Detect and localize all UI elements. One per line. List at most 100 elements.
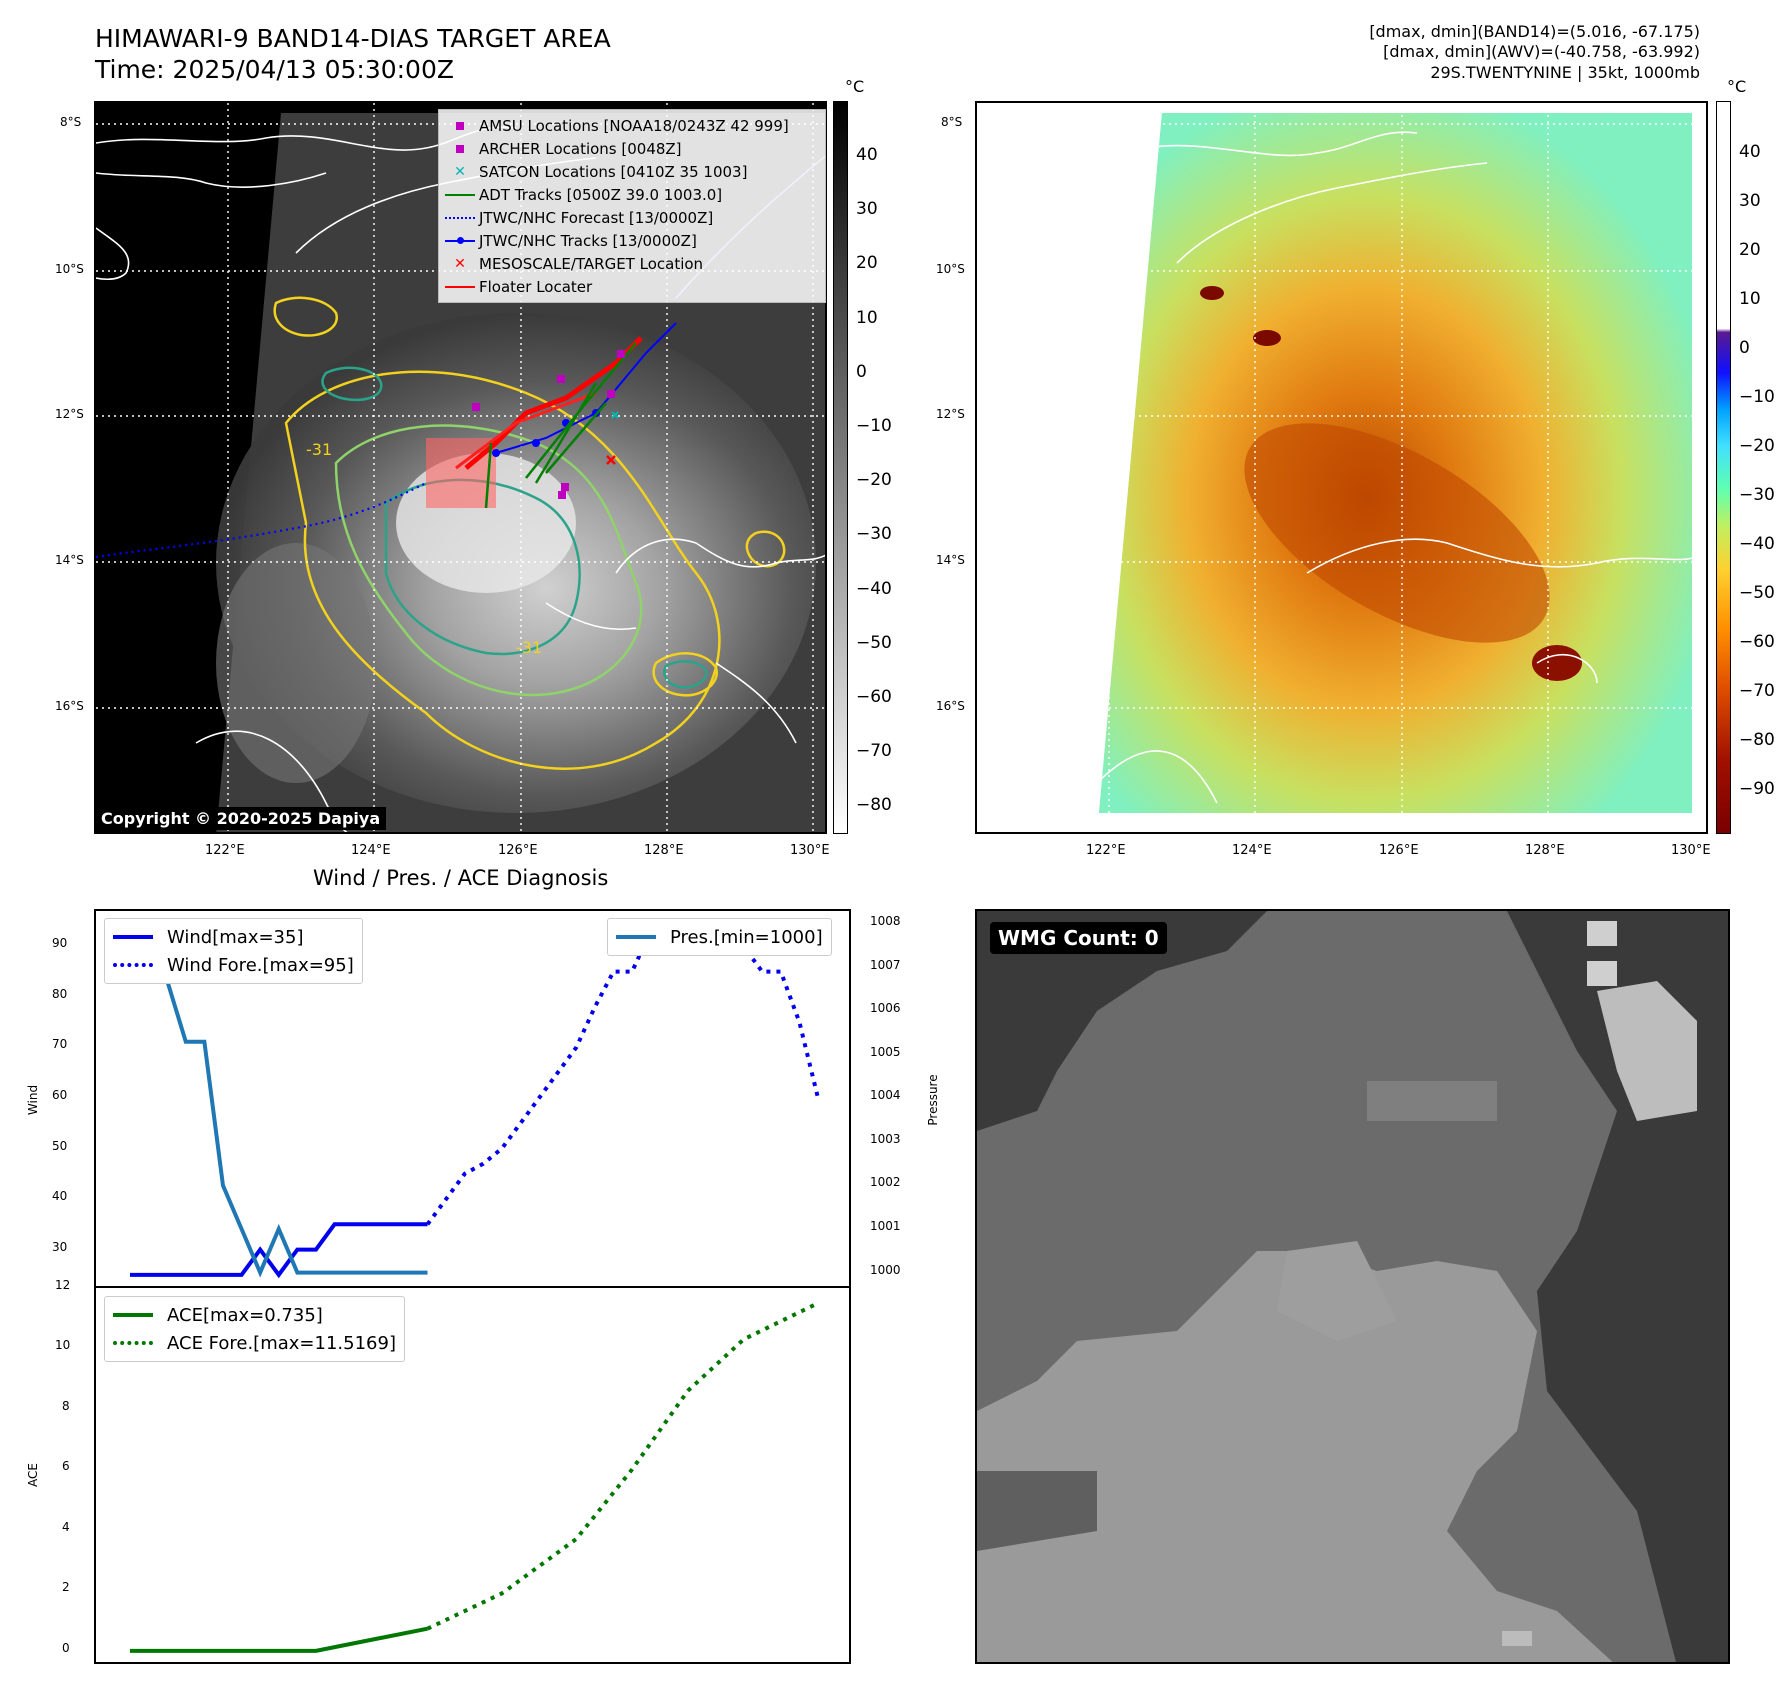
awv-colorbar-tick: −30 — [1739, 485, 1775, 505]
wind-ytick: 60 — [52, 1087, 68, 1102]
wind-ytick: 50 — [52, 1138, 68, 1153]
lat-label: 14°S — [936, 553, 965, 567]
awv-colorbar-unit: °C — [1727, 77, 1747, 96]
lon-label: 122°E — [205, 843, 245, 858]
legend-item-target: ✕ MESOSCALE/TARGET Location — [454, 254, 704, 273]
awv-colorbar-tick: −10 — [1739, 387, 1775, 407]
ace-ytick: 10 — [55, 1338, 71, 1353]
ir-colorbar-tick: −30 — [856, 524, 892, 545]
info-band14: [dmax, dmin](BAND14)=(5.016, -67.175) — [1369, 22, 1700, 41]
green-line-icon — [445, 193, 475, 196]
wind-ytick: 70 — [52, 1037, 68, 1052]
magenta-square-icon — [456, 144, 464, 153]
wind-ytick: 30 — [52, 1239, 68, 1254]
legend-item-ace-forecast: ACE Fore.[max=11.5169] — [113, 1329, 396, 1357]
chart-title: Wind / Pres. / ACE Diagnosis — [313, 866, 609, 890]
blue-dotted-line-icon — [445, 216, 475, 219]
contour-label: -31 — [306, 440, 332, 459]
lat-label: 16°S — [936, 699, 965, 713]
lon-label: 126°E — [1379, 843, 1419, 858]
wind-pressure-plot — [128, 919, 820, 1279]
lon-label: 126°E — [498, 843, 538, 858]
ir-colorbar — [833, 101, 848, 834]
magenta-square-icon — [456, 121, 464, 130]
lon-label: 128°E — [644, 843, 684, 858]
legend-item-satcon: ✕ SATCON Locations [0410Z 35 1003] — [454, 162, 748, 181]
page-title: HIMAWARI-9 BAND14-DIAS TARGET AREA — [95, 24, 611, 53]
ir-colorbar-tick: 30 — [856, 199, 878, 220]
awv-colorbar-tick: −40 — [1739, 534, 1775, 554]
wind-ytick: 90 — [52, 936, 68, 951]
blue-line-dot-icon — [445, 236, 475, 244]
ace-legend: ACE[max=0.735] ACE Fore.[max=11.5169] — [104, 1296, 405, 1362]
map-legend: AMSU Locations [NOAA18/0243Z 42 999] ARC… — [438, 109, 826, 303]
awv-colorbar-tick: 20 — [1739, 240, 1761, 260]
lat-label: 8°S — [941, 115, 963, 129]
series-line-1-1 — [426, 1301, 819, 1631]
legend-item-jtwc-forecast: JTWC/NHC Forecast [13/0000Z] — [441, 206, 823, 229]
lat-label: 12°S — [55, 407, 84, 421]
wind-ytick: 40 — [52, 1189, 68, 1204]
awv-colorbar-tick: −90 — [1739, 779, 1775, 799]
ir-colorbar-unit: °C — [845, 77, 865, 96]
ace-ytick: 8 — [62, 1398, 70, 1413]
red-x-icon: ✕ — [454, 255, 466, 272]
wmg-panel — [975, 909, 1730, 1664]
awv-map-panel — [975, 101, 1708, 834]
series-line-0-0 — [130, 1222, 428, 1279]
lat-label: 10°S — [936, 262, 965, 276]
lon-label: 130°E — [1671, 843, 1711, 858]
wind-legend: Wind[max=35] Wind Fore.[max=95] — [104, 918, 363, 984]
legend-item-jtwc-tracks: JTWC/NHC Tracks [13/0000Z] — [441, 229, 823, 252]
lat-label: 12°S — [936, 407, 965, 421]
awv-colorbar-tick: 0 — [1739, 338, 1750, 358]
blue-line-icon — [616, 935, 656, 939]
ir-colorbar-tick: −70 — [856, 741, 892, 762]
awv-colorbar — [1716, 101, 1731, 834]
legend-item-wind-forecast: Wind Fore.[max=95] — [113, 951, 354, 979]
pressure-ytick: 1001 — [870, 1219, 901, 1233]
ir-colorbar-tick: −40 — [856, 578, 892, 599]
awv-colorbar-tick: 30 — [1739, 191, 1761, 211]
lon-label: 128°E — [1525, 843, 1565, 858]
info-awv: [dmax, dmin](AWV)=(-40.758, -63.992) — [1383, 42, 1700, 61]
pressure-ytick: 1008 — [870, 914, 901, 929]
wind-axis-label: Wind — [26, 1084, 40, 1116]
lat-label: 16°S — [55, 699, 84, 713]
pressure-ytick: 1004 — [870, 1088, 901, 1103]
ir-colorbar-tick: 0 — [856, 361, 867, 382]
info-storm: 29S.TWENTYNINE | 35kt, 1000mb — [1430, 63, 1700, 82]
ir-colorbar-tick: 20 — [856, 253, 878, 274]
legend-item-archer: ARCHER Locations [0048Z] — [441, 137, 823, 160]
ace-ytick: 0 — [62, 1640, 70, 1655]
lat-label: 8°S — [60, 115, 82, 129]
pressure-legend: Pres.[min=1000] — [607, 918, 832, 956]
legend-item-pressure: Pres.[min=1000] — [616, 923, 823, 951]
ir-colorbar-tick: −60 — [856, 687, 892, 707]
cyan-x-icon: ✕ — [454, 163, 466, 180]
wind-ytick: 80 — [52, 986, 68, 1001]
awv-colorbar-tick: 40 — [1739, 142, 1761, 162]
pressure-ytick: 1007 — [870, 957, 901, 972]
ace-plot — [129, 1301, 819, 1653]
series-line-0-1 — [425, 919, 820, 1226]
blue-dotted-line-icon — [113, 963, 153, 967]
ace-ytick: 6 — [62, 1459, 70, 1474]
legend-item-floater: Floater Locater — [441, 275, 823, 298]
ace-ytick: 4 — [62, 1519, 70, 1534]
ir-colorbar-tick: −50 — [856, 632, 892, 653]
page-subtitle-time: Time: 2025/04/13 05:30:00Z — [95, 55, 454, 84]
lon-label: 124°E — [351, 843, 391, 858]
pressure-ytick: 1000 — [870, 1262, 901, 1277]
ace-ytick: 12 — [55, 1278, 71, 1292]
wmg-count-badge: WMG Count: 0 — [990, 922, 1167, 954]
awv-colorbar-tick: −80 — [1739, 730, 1775, 750]
copyright-badge: Copyright © 2020-2025 Dapiya — [95, 807, 387, 830]
pressure-axis-label: Pressure — [926, 1074, 940, 1126]
pressure-ytick: 1006 — [870, 1001, 901, 1016]
awv-map-image — [977, 103, 1706, 832]
ir-colorbar-tick: −80 — [856, 795, 892, 816]
ir-colorbar-tick: 40 — [856, 145, 878, 165]
awv-colorbar-tick: −20 — [1739, 436, 1775, 456]
blue-line-icon — [113, 935, 153, 939]
